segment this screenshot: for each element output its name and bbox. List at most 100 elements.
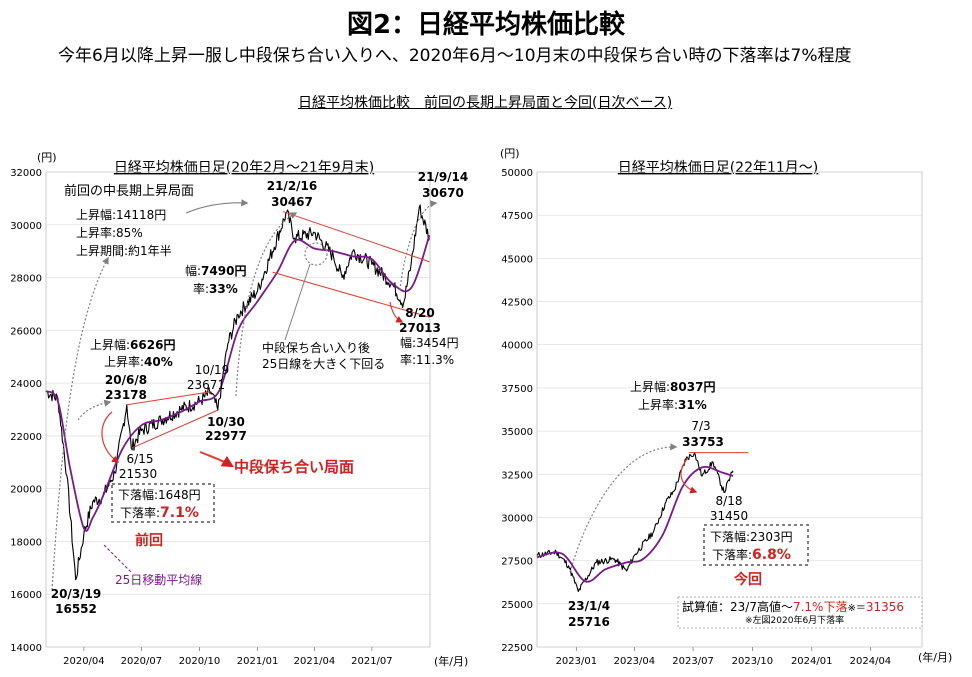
l-x-tick-label: 2020/07 xyxy=(121,656,163,667)
label-peak-value: 33753 xyxy=(682,435,724,449)
label-rise-width-label: 上昇幅: xyxy=(630,379,670,394)
label-consolidation: 中段保ち合い局面 xyxy=(234,458,354,476)
label-peak-date: 21/2/16 xyxy=(267,179,318,193)
dotted-rise-arrow xyxy=(569,443,678,573)
r-y-tick-label: 47500 xyxy=(501,211,533,222)
label-rise3-width: 幅:7490円 xyxy=(185,263,246,278)
left-chart: (円) 日経平均株価日足(20年2月～21年9月末) 14000 16000 180… xyxy=(10,151,468,668)
label-drop-width: 下落幅:1648円 xyxy=(118,487,201,502)
dotted-rise-arrow xyxy=(51,256,109,591)
label-low-date: 23/1/4 xyxy=(568,599,610,613)
left-plot-area xyxy=(45,204,431,581)
l-x-tick-label: 2020/04 xyxy=(63,656,105,667)
r-y-tick-label: 40000 xyxy=(501,341,533,352)
label-low-date: 8/20 xyxy=(405,306,434,320)
channel-upper-line xyxy=(282,211,430,263)
right-x-axis: 2023/01 2023/04 2023/07 2023/10 2024/01 2024/… xyxy=(556,647,892,667)
label-rise2-width-label: 上昇幅: xyxy=(90,337,130,352)
l-y-tick-label: 24000 xyxy=(10,379,42,390)
dotted-rise-arrow xyxy=(235,212,298,397)
r-y-tick-label: 32500 xyxy=(501,470,533,481)
dotted-circle-marker xyxy=(304,242,328,266)
label-point-value: 23178 xyxy=(105,388,147,402)
section-title: 日経平均株価比較 前回の長期上昇局面と今回(日次ベース) xyxy=(298,95,673,111)
label-drop-rate: 下落率:6.8% xyxy=(712,547,791,563)
label-trial-note: ※左図2020年6月下落率 xyxy=(745,614,844,626)
l-series-price-line xyxy=(45,204,430,581)
label-point-value: 21530 xyxy=(119,467,157,481)
label-point-value: 22977 xyxy=(205,429,247,443)
label-trial-trial_val: 31356 xyxy=(866,600,904,614)
callout-line xyxy=(284,263,311,341)
left-chart-title: 日経平均株価日足(20年2月～21年9月末) xyxy=(114,160,374,176)
label-trial-trial_red: 7.1%下落 xyxy=(793,600,848,614)
label-rise2-rate-value: 40% xyxy=(144,355,173,369)
right-chart: (円) 日経平均株価日足(22年11月～) 22500 25000 27500 300… xyxy=(500,147,952,667)
label-rise-rate-label: 上昇率: xyxy=(638,397,678,412)
label-rise3-rate-label: 率: xyxy=(193,281,209,296)
label-low-value: 16552 xyxy=(55,602,97,616)
label-rise3-width-label: 幅: xyxy=(185,263,201,278)
label-point-value: 23671 xyxy=(187,378,225,392)
label-point-date: 10/19 xyxy=(195,363,230,377)
r-x-tick-label: 2023/07 xyxy=(672,656,714,667)
label-rise3-width-value: 7490円 xyxy=(201,264,246,278)
l-series-ma25-line xyxy=(45,235,431,532)
label-rise2-width-value: 6626円 xyxy=(130,338,175,352)
label-prev: 前回 xyxy=(135,532,163,549)
label-drop-width: 幅:3454円 xyxy=(400,335,459,350)
label-rise-rate: 上昇率:31% xyxy=(638,397,707,412)
r-series-ma25-line xyxy=(536,466,734,583)
label-drop-rate-label: 下落率: xyxy=(120,505,160,520)
label-note: 中段保ち合い入り後 xyxy=(262,340,370,355)
right-chart-title: 日経平均株価日足(22年11月～) xyxy=(618,160,819,176)
r-y-tick-label: 42500 xyxy=(501,298,533,309)
l-y-tick-label: 22000 xyxy=(10,432,42,443)
r-y-tick-label: 50000 xyxy=(501,168,533,179)
label-peak-value: 30467 xyxy=(271,195,313,209)
l-y-tick-label: 16000 xyxy=(10,590,42,601)
label-drop-rate-value: 6.8% xyxy=(752,547,791,563)
label-rise-width: 上昇幅:8037円 xyxy=(630,379,715,394)
label-rise-period: 上昇期間:約1年半 xyxy=(76,243,172,258)
r-y-tick-label: 37500 xyxy=(501,384,533,395)
right-plot-area xyxy=(536,452,734,593)
label-rise3-rate-value: 33% xyxy=(209,282,238,296)
label-low-date: 8/18 xyxy=(716,494,743,508)
left-y-axis: 14000 16000 18000 20000 22000 24000 26000 28000… xyxy=(10,168,431,654)
label-ma25: 25日移動平均線 xyxy=(115,572,202,587)
label-peak-date: 21/9/14 xyxy=(418,170,469,184)
channel-upper-line xyxy=(126,391,211,406)
label-rise3-rate: 率:33% xyxy=(193,281,238,296)
label-rise2-width: 上昇幅:6626円 xyxy=(90,337,175,352)
label-peak-value: 30670 xyxy=(422,186,464,200)
right-y-unit: (円) xyxy=(500,147,520,160)
l-y-tick-label: 20000 xyxy=(10,485,42,496)
l-y-tick-label: 32000 xyxy=(10,168,42,179)
dotted-rise-arrow xyxy=(399,200,438,291)
r-x-tick-label: 2023/04 xyxy=(614,656,656,667)
l-y-tick-label: 26000 xyxy=(10,326,42,337)
label-rise-width-value: 8037円 xyxy=(670,380,715,394)
r-x-tick-label: 2024/04 xyxy=(850,656,892,667)
label-rise-rate: 上昇率:85% xyxy=(76,225,143,240)
left-x-unit: (年/月) xyxy=(434,654,468,668)
label-drop-rate: 下落率:7.1% xyxy=(120,505,199,521)
red-drop-arrow xyxy=(389,301,404,323)
red-drop-arrow xyxy=(680,457,698,494)
label-low-value: 27013 xyxy=(399,321,441,335)
r-y-tick-label: 35000 xyxy=(501,427,533,438)
label-drop-rate: 率:11.3% xyxy=(400,352,454,367)
red-drop-arrow xyxy=(101,411,120,463)
dotted-rise-arrow xyxy=(77,399,112,421)
r-x-tick-label: 2023/10 xyxy=(732,656,774,667)
left-x-axis: 2020/04 2020/07 2020/10 2021/01 2021/04 2021/… xyxy=(63,647,393,667)
red-arrow xyxy=(199,451,235,468)
label-rise-width: 上昇幅:14118円 xyxy=(76,207,166,222)
r-y-tick-label: 30000 xyxy=(501,513,533,524)
channel-lower-line xyxy=(131,409,218,449)
page-title: 図2：日経平均株価比較 xyxy=(346,10,626,40)
r-plot-frame xyxy=(536,171,923,648)
label-point-date: 6/15 xyxy=(127,452,154,466)
